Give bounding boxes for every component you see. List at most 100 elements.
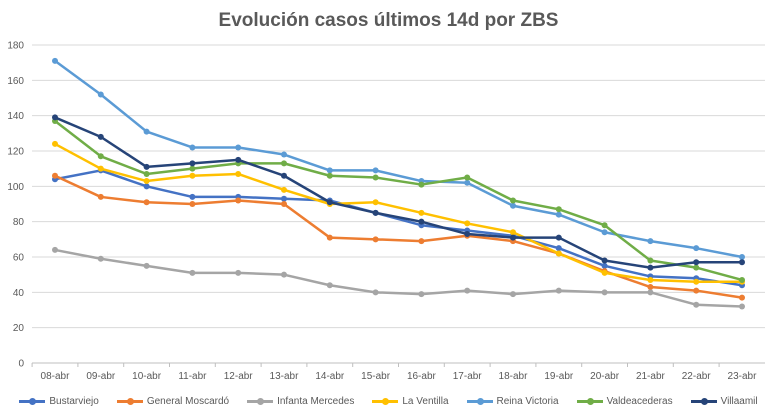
data-point-infanta-mercedes bbox=[510, 291, 516, 298]
x-tick-label: 21-abr bbox=[636, 371, 666, 382]
data-point-reina-victoria bbox=[281, 151, 287, 158]
legend-swatch bbox=[576, 398, 603, 405]
y-tick-label: 180 bbox=[7, 41, 24, 52]
x-tick-label: 12-abr bbox=[224, 371, 254, 382]
y-tick-label: 160 bbox=[7, 76, 24, 87]
series-line-bustarviejo bbox=[54, 169, 743, 287]
legend-swatch bbox=[466, 398, 493, 405]
data-point-general-moscardo bbox=[418, 238, 425, 245]
data-point-la-ventilla bbox=[693, 278, 700, 285]
data-point-villaamil bbox=[326, 199, 333, 206]
data-point-villaamil bbox=[281, 172, 287, 179]
data-point-general-moscardo bbox=[143, 199, 150, 206]
data-point-infanta-mercedes bbox=[464, 287, 471, 294]
data-point-infanta-mercedes bbox=[693, 301, 700, 308]
series-line-villaamil bbox=[54, 116, 742, 269]
legend-item-reina-victoria: Reina Victoria bbox=[466, 396, 559, 407]
series-line-general-moscardo bbox=[54, 174, 743, 299]
x-tick-label: 20-abr bbox=[590, 371, 620, 382]
legend-label: Valdeacederas bbox=[606, 396, 673, 407]
legend-item-la-ventilla: La Ventilla bbox=[372, 396, 449, 407]
data-point-bustarviejo bbox=[143, 183, 150, 190]
data-point-valdeacederas bbox=[143, 170, 150, 177]
legend-swatch bbox=[372, 398, 399, 405]
data-point-reina-victoria bbox=[235, 144, 242, 151]
data-point-infanta-mercedes bbox=[647, 289, 654, 296]
data-point-bustarviejo bbox=[601, 262, 608, 269]
x-tick-label: 13-abr bbox=[270, 371, 300, 382]
x-tick-label: 19-abr bbox=[544, 371, 574, 382]
data-point-general-moscardo bbox=[189, 201, 196, 207]
data-point-valdeacederas bbox=[281, 160, 287, 167]
data-point-general-moscardo bbox=[97, 193, 104, 200]
data-point-infanta-mercedes bbox=[189, 269, 196, 276]
x-tick-label: 08-abr bbox=[41, 371, 71, 382]
legend-item-valdeacederas: Valdeacederas bbox=[576, 396, 673, 407]
data-point-reina-victoria bbox=[189, 144, 196, 151]
data-point-valdeacederas bbox=[326, 172, 333, 179]
legend-label: Bustarviejo bbox=[49, 396, 99, 407]
x-tick-label: 15-abr bbox=[361, 371, 391, 382]
data-point-reina-victoria bbox=[555, 211, 562, 218]
x-tick-label: 11-abr bbox=[178, 371, 207, 382]
data-point-reina-victoria bbox=[601, 229, 608, 236]
series-line-la-ventilla bbox=[54, 142, 742, 283]
data-point-bustarviejo bbox=[281, 195, 287, 202]
data-point-infanta-mercedes bbox=[143, 262, 150, 269]
data-point-valdeacederas bbox=[97, 153, 104, 160]
data-point-valdeacederas bbox=[510, 197, 516, 204]
data-point-general-moscardo bbox=[372, 236, 379, 243]
data-point-valdeacederas bbox=[418, 181, 425, 188]
data-point-villaamil bbox=[693, 259, 700, 266]
data-point-general-moscardo bbox=[326, 234, 333, 241]
x-tick-label: 09-abr bbox=[86, 371, 116, 382]
y-tick-label: 0 bbox=[18, 359, 24, 370]
data-point-la-ventilla bbox=[235, 170, 242, 177]
data-point-reina-victoria bbox=[647, 238, 654, 245]
data-point-villaamil bbox=[418, 218, 425, 225]
x-tick-label: 18-abr bbox=[499, 371, 529, 382]
data-point-general-moscardo bbox=[647, 284, 654, 291]
data-point-la-ventilla bbox=[281, 186, 287, 193]
data-point-infanta-mercedes bbox=[326, 282, 333, 289]
data-point-general-moscardo bbox=[693, 287, 700, 294]
data-point-reina-victoria bbox=[372, 167, 379, 174]
data-point-la-ventilla bbox=[189, 172, 196, 179]
y-tick-label: 40 bbox=[13, 288, 25, 299]
data-point-la-ventilla bbox=[647, 276, 654, 283]
chart-title: Evolución casos últimos 14d por ZBS bbox=[218, 10, 559, 31]
data-point-villaamil bbox=[235, 156, 242, 163]
series-line-reina-victoria bbox=[54, 59, 743, 259]
y-tick-label: 140 bbox=[7, 111, 24, 122]
data-point-infanta-mercedes bbox=[555, 287, 562, 294]
data-point-valdeacederas bbox=[189, 165, 196, 172]
data-point-infanta-mercedes bbox=[97, 255, 104, 262]
data-point-infanta-mercedes bbox=[372, 289, 379, 296]
legend-label: Villaamil bbox=[720, 396, 758, 407]
data-point-villaamil bbox=[189, 160, 196, 167]
data-point-villaamil bbox=[97, 133, 104, 140]
data-point-valdeacederas bbox=[464, 174, 471, 181]
data-point-infanta-mercedes bbox=[601, 289, 608, 296]
legend-swatch bbox=[247, 398, 274, 405]
data-point-la-ventilla bbox=[601, 269, 608, 276]
data-point-reina-victoria bbox=[739, 254, 745, 260]
data-point-infanta-mercedes bbox=[52, 246, 58, 253]
data-point-valdeacederas bbox=[601, 222, 608, 229]
legend: Bustarviejo General Moscardó Infanta Merce… bbox=[0, 396, 777, 407]
data-point-la-ventilla bbox=[372, 199, 379, 206]
data-point-la-ventilla bbox=[510, 229, 516, 236]
data-point-bustarviejo bbox=[189, 193, 196, 200]
legend-label: Infanta Mercedes bbox=[277, 396, 355, 407]
legend-label: General Moscardó bbox=[146, 396, 230, 407]
legend-item-general-moscardo: General Moscardó bbox=[116, 396, 230, 407]
y-tick-label: 120 bbox=[7, 147, 24, 158]
data-point-villaamil bbox=[555, 234, 562, 241]
data-point-la-ventilla bbox=[97, 165, 104, 172]
data-point-valdeacederas bbox=[693, 264, 700, 271]
x-tick-label: 17-abr bbox=[453, 371, 483, 382]
y-tick-label: 60 bbox=[13, 253, 25, 264]
x-tick-label: 14-abr bbox=[315, 371, 345, 382]
data-point-reina-victoria bbox=[510, 202, 516, 209]
data-point-villaamil bbox=[52, 114, 58, 121]
